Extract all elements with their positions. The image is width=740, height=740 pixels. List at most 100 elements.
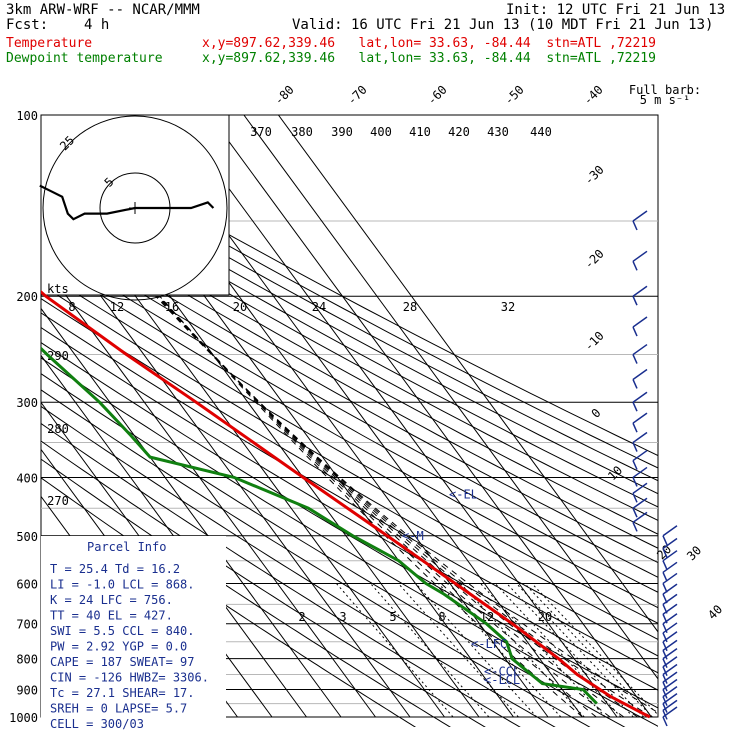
- parcel-row: SREH = 0 LAPSE= 5.7: [50, 702, 187, 716]
- dry-adiabat: [41, 159, 658, 495]
- dry-adiabat: [41, 257, 658, 609]
- wind-barb: [632, 412, 648, 424]
- isotherm-label--30: -30: [582, 163, 607, 188]
- wind-barb: [662, 639, 678, 651]
- parcel-row: LI = -1.0 LCL = 868.: [50, 578, 195, 592]
- wind-barb: [632, 449, 648, 462]
- dry-adiabat: [41, 126, 658, 457]
- parcel-row: SWI = 5.5 CCL = 840.: [50, 624, 195, 638]
- isotherm-label-30: 30: [684, 543, 704, 563]
- mixing-ratio-line: [370, 583, 490, 718]
- theta-label-440: 440: [530, 125, 552, 139]
- wind-barb: [662, 622, 678, 634]
- wind-barb: [662, 550, 678, 562]
- wind-barb: [662, 613, 678, 625]
- mixing-ratio-label-8: 8: [438, 610, 445, 624]
- init-time: Init: 12 UTC Fri 21 Jun 13: [506, 2, 726, 18]
- theta-label-280: 280: [47, 422, 69, 436]
- wind-barbs: Full barb:5 m s⁻¹: [629, 83, 701, 727]
- wind-barb-flag: [632, 220, 638, 231]
- wind-barb-flag: [662, 666, 668, 677]
- dry-adiabat: [41, 373, 626, 727]
- dry-adiabat: [41, 284, 658, 640]
- wind-barb-flag: [632, 507, 638, 518]
- wind-barb: [662, 663, 678, 676]
- isotherm: [243, 115, 658, 680]
- wind-barb: [632, 482, 648, 494]
- dewpoint-legend-info: x,y=897.62,339.46 lat,lon= 33.63, -84.44…: [202, 51, 656, 66]
- theta-label-270: 270: [47, 494, 69, 508]
- mixing-ratio-line: [531, 583, 658, 716]
- wind-barb: [662, 706, 678, 718]
- isotherm: [174, 115, 618, 718]
- wind-barb: [662, 525, 678, 537]
- wind-barb-flag: [632, 422, 638, 433]
- dry-adiabat: [41, 440, 486, 727]
- isotherm-label--40: -40: [581, 83, 606, 108]
- theta-label-400: 400: [370, 125, 392, 139]
- wind-barb: [632, 285, 648, 297]
- wind-barb: [662, 692, 678, 705]
- wind-barb-flag: [662, 632, 668, 643]
- parcel-row: CIN = -126 HWBZ= 3306.: [50, 671, 209, 685]
- wind-barb-flag: [662, 716, 668, 727]
- parcel-info-panel: Parcel Info T = 25.4 Td = 16.2 LI = -1.0 L…: [41, 536, 226, 731]
- temperature-legend-label: Temperature: [6, 36, 93, 51]
- mixing-ratio-label-24: 24: [312, 300, 326, 314]
- plot-frame: [40, 114, 659, 718]
- dry-adiabat: [41, 270, 658, 624]
- moist-adiabat: [155, 295, 658, 714]
- wind-barb-flag: [632, 442, 638, 452]
- wind-barb-flag: [662, 560, 668, 571]
- parcel-panel-bg: [41, 536, 226, 727]
- isotherm-label--10: -10: [582, 329, 607, 354]
- mixing-ratio-label-12: 12: [110, 300, 124, 314]
- dry-adiabat: [41, 357, 658, 727]
- wind-barb-flag: [632, 492, 638, 503]
- mixing-ratio-label-3: 3: [339, 610, 346, 624]
- theta-label-390: 390: [331, 125, 353, 139]
- mixing-ratio-line: [515, 583, 644, 718]
- isotherm-label--60: -60: [425, 83, 450, 108]
- wind-barb: [662, 572, 678, 585]
- moist-adiabat: [159, 295, 597, 718]
- theta-label-380: 380: [291, 125, 313, 139]
- isotherm-label-10: 10: [605, 463, 625, 483]
- mixing-ratio-line: [335, 583, 454, 718]
- pressure-label-1000: 1000: [9, 711, 38, 725]
- dry-adiabat: [41, 148, 658, 482]
- isotherm-label--80: -80: [272, 83, 297, 108]
- wind-barb: [662, 678, 678, 691]
- moist-adiabat: [158, 295, 611, 718]
- wind-barb-flag: [632, 326, 638, 337]
- mixing-ratio-label-28: 28: [403, 300, 417, 314]
- wind-barb: [662, 561, 678, 573]
- wind-barb-flag: [662, 650, 668, 660]
- hodograph-trace: [39, 184, 215, 221]
- isotherm: [208, 115, 652, 718]
- dry-adiabat: [41, 136, 658, 469]
- isotherm: [41, 354, 307, 718]
- temperature-legend-info: x,y=897.62,339.46 lat,lon= 33.63, -84.44…: [202, 36, 656, 51]
- wind-barb: [632, 466, 648, 479]
- wind-barb-flag: [632, 477, 638, 487]
- wind-barb-flag: [662, 572, 668, 582]
- moist-adiabat: [156, 295, 652, 718]
- wind-barb: [632, 343, 648, 356]
- wind-barb: [632, 511, 648, 523]
- pressure-label-600: 600: [16, 577, 38, 591]
- mixing-ratio-label-8: 8: [68, 300, 75, 314]
- wind-barb: [662, 686, 678, 698]
- wind-barb-flag: [632, 354, 638, 364]
- valid-time: Valid: 16 UTC Fri 21 Jun 13 (10 MDT Fri …: [292, 17, 714, 33]
- wind-barb-flag: [632, 401, 638, 412]
- annotation-m: <-M: [402, 529, 424, 543]
- mixing-ratio-line: [494, 583, 622, 718]
- mixing-ratio-label-32: 32: [501, 300, 515, 314]
- parcel-row: CELL = 300/03: [50, 717, 144, 731]
- mixing-ratio-lines: [335, 583, 658, 718]
- model-title: 3km ARW-WRF -- NCAR/MMM: [6, 2, 200, 18]
- mixing-ratio-line: [480, 583, 606, 718]
- mixing-ratio-label-2: 2: [298, 610, 305, 624]
- temperature-trace: [41, 289, 651, 719]
